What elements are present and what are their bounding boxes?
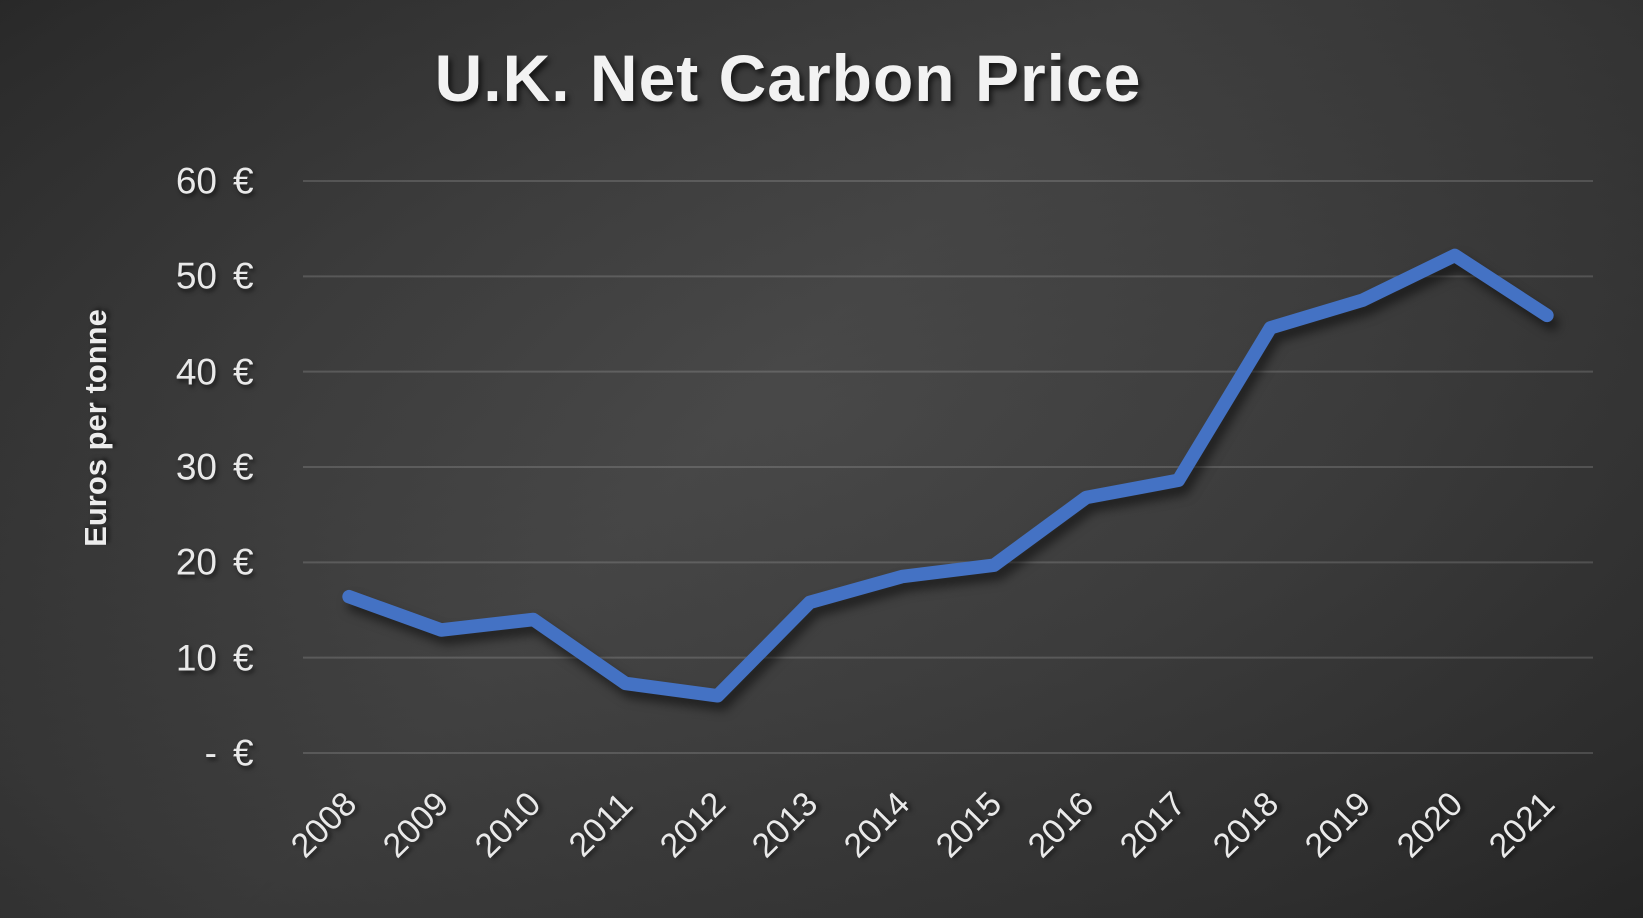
y-tick-value: 60 — [175, 160, 217, 202]
y-tick-value: 10 — [175, 637, 217, 679]
euro-symbol: € — [233, 637, 254, 679]
y-axis-title: Euros per tonne — [78, 309, 113, 547]
y-tick-label: 40 € — [145, 353, 254, 390]
euro-symbol: € — [233, 446, 254, 488]
series-group — [342, 248, 1554, 703]
series-line — [342, 248, 1554, 703]
y-tick-label: 60 € — [145, 163, 254, 200]
euro-symbol: € — [233, 351, 254, 393]
y-tick-value: 50 — [175, 255, 217, 297]
y-tick-label: - € — [145, 735, 254, 772]
y-tick-value: 20 — [175, 541, 217, 583]
gridlines — [303, 180, 1593, 754]
euro-symbol: € — [233, 541, 254, 583]
y-tick-label: 30 € — [145, 449, 254, 486]
y-tick-value: - — [204, 732, 217, 774]
y-tick-label: 10 € — [145, 639, 254, 676]
y-tick-value: 40 — [175, 351, 217, 393]
euro-symbol: € — [233, 255, 254, 297]
chart-title: U.K. Net Carbon Price — [434, 41, 1142, 115]
y-tick-label: 50 € — [145, 258, 254, 295]
y-tick-label: 20 € — [145, 544, 254, 581]
y-tick-value: 30 — [175, 446, 217, 488]
euro-symbol: € — [233, 732, 254, 774]
euro-symbol: € — [233, 160, 254, 202]
